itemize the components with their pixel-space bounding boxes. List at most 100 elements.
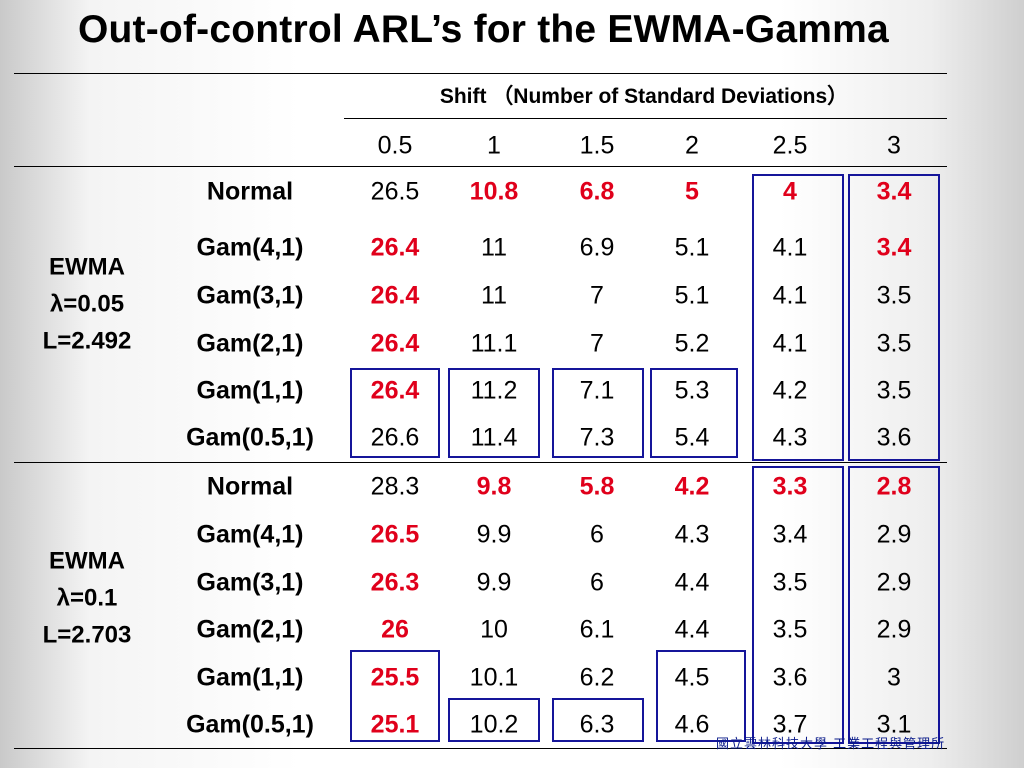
highlight-box — [848, 174, 940, 461]
table-cell: 5.1 — [674, 233, 710, 262]
table-cell: 3.1 — [876, 710, 912, 739]
table-cell: 6.8 — [579, 177, 615, 206]
table-cell: 6 — [590, 568, 604, 597]
table-cell: 3.3 — [772, 472, 808, 501]
table-cell: 3.6 — [876, 423, 912, 452]
group-divider-rule — [14, 462, 947, 463]
column-header: 2.5 — [772, 131, 808, 160]
table-cell: 10.2 — [469, 710, 519, 739]
highlight-box — [848, 466, 940, 744]
column-header-rule — [14, 166, 947, 167]
row-label: Gam(1,1) — [196, 663, 304, 692]
row-label: Gam(4,1) — [196, 233, 304, 262]
row-label: Gam(2,1) — [196, 615, 304, 644]
table-cell: 3.5 — [876, 329, 912, 358]
table-cell: 3.5 — [772, 568, 808, 597]
table-cell: 9.8 — [476, 472, 512, 501]
table-cell: 26 — [381, 615, 409, 644]
row-label: Gam(3,1) — [196, 281, 304, 310]
table-cell: 6 — [590, 520, 604, 549]
table-cell: 25.1 — [370, 710, 420, 739]
table-cell: 5.1 — [674, 281, 710, 310]
table-cell: 4.6 — [674, 710, 710, 739]
table-cell: 5.2 — [674, 329, 710, 358]
table-cell: 11 — [481, 281, 507, 310]
row-label: Normal — [206, 472, 294, 501]
row-label: Gam(2,1) — [196, 329, 304, 358]
table-cell: 11 — [481, 233, 507, 262]
highlight-box — [752, 174, 844, 461]
table-cell: 6.9 — [579, 233, 615, 262]
table-cell: 4.4 — [674, 615, 710, 644]
highlight-box — [552, 698, 644, 742]
table-cell: 3.4 — [772, 520, 808, 549]
table-cell: 2.8 — [876, 472, 912, 501]
highlight-box — [350, 650, 440, 742]
table-cell: 4.5 — [674, 663, 710, 692]
row-label: Gam(3,1) — [196, 568, 304, 597]
table-cell: 10 — [480, 615, 508, 644]
table-cell: 9.9 — [476, 520, 512, 549]
table-cell: 5.4 — [674, 423, 710, 452]
table-cell: 26.4 — [370, 233, 420, 262]
table-cell: 4.1 — [772, 233, 808, 262]
group-label-line: EWMA — [49, 547, 125, 575]
table-cell: 10.8 — [469, 177, 519, 206]
highlight-box — [752, 466, 844, 744]
table-cell: 4.3 — [674, 520, 710, 549]
table-cell: 26.5 — [370, 177, 420, 206]
table-cell: 7.3 — [579, 423, 615, 452]
group-label-line: L=2.703 — [42, 621, 132, 649]
table-cell: 28.3 — [370, 472, 420, 501]
table-cell: 26.4 — [370, 329, 420, 358]
table-top-rule — [14, 73, 947, 74]
table-cell: 11.1 — [470, 329, 518, 358]
column-header: 3 — [887, 131, 901, 160]
shift-header: Shift （Number of Standard Deviations） — [439, 85, 849, 108]
highlight-box — [552, 368, 644, 458]
table-cell: 7.1 — [579, 376, 615, 405]
highlight-box — [650, 368, 738, 458]
table-cell: 6.3 — [579, 710, 615, 739]
table-cell: 4.3 — [772, 423, 808, 452]
shift-header-rule — [344, 118, 947, 119]
table-cell: 4.1 — [772, 329, 808, 358]
table-cell: 3.7 — [772, 710, 808, 739]
table-cell: 7 — [590, 329, 604, 358]
page-title: Out-of-control ARL’s for the EWMA-Gamma — [78, 8, 889, 51]
column-header: 1.5 — [579, 131, 615, 160]
group-label-line: EWMA — [49, 253, 125, 281]
table-cell: 4.2 — [674, 472, 710, 501]
table-cell: 26.4 — [370, 281, 420, 310]
group-label: EWMA λ=0.1 L=2.703 — [43, 543, 132, 654]
group-label-line: λ=0.1 — [56, 584, 118, 612]
table-cell: 3.4 — [876, 233, 912, 262]
table-cell: 11.4 — [470, 423, 518, 452]
table-cell: 7 — [590, 281, 604, 310]
table-cell: 6.1 — [579, 615, 615, 644]
column-header: 0.5 — [377, 131, 413, 160]
table-cell: 26.4 — [370, 376, 420, 405]
row-label: Gam(0.5,1) — [186, 423, 314, 452]
table-cell: 2.9 — [876, 568, 912, 597]
table-cell: 2.9 — [876, 615, 912, 644]
row-label: Gam(0.5,1) — [186, 710, 314, 739]
table-cell: 4.4 — [674, 568, 710, 597]
table-cell: 26.3 — [370, 568, 420, 597]
group-label-line: λ=0.05 — [49, 290, 125, 318]
table-cell: 3.5 — [876, 281, 912, 310]
row-label: Gam(4,1) — [196, 520, 304, 549]
table-cell: 11.2 — [470, 376, 518, 405]
table-cell: 3 — [887, 663, 901, 692]
table-cell: 10.1 — [469, 663, 519, 692]
table-cell: 2.9 — [876, 520, 912, 549]
group-label: EWMA λ=0.05 L=2.492 — [43, 249, 132, 360]
highlight-box — [350, 368, 440, 458]
row-label: Gam(1,1) — [196, 376, 304, 405]
table-cell: 4.1 — [772, 281, 808, 310]
table-cell: 26.6 — [370, 423, 420, 452]
highlight-box — [448, 698, 540, 742]
highlight-box — [448, 368, 540, 458]
table-cell: 4.2 — [772, 376, 808, 405]
table-cell: 9.9 — [476, 568, 512, 597]
